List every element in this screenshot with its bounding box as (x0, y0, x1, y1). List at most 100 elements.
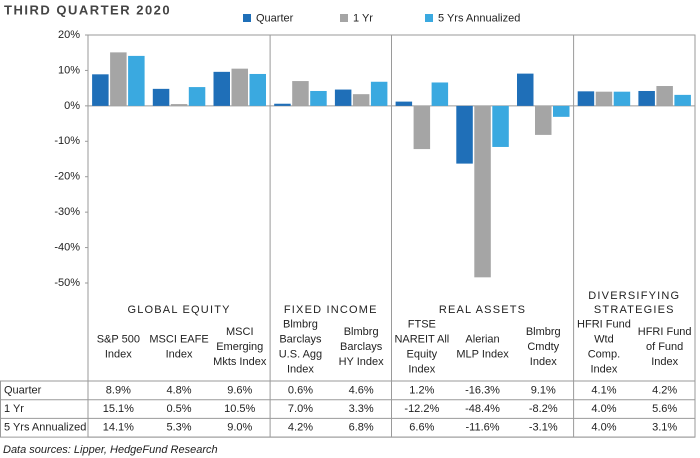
bar (274, 103, 291, 106)
x-tick-label: Blmbrg (344, 326, 379, 338)
bar (249, 73, 266, 106)
bar (517, 73, 534, 106)
x-tick-label: Index (530, 356, 557, 368)
bar (595, 91, 613, 106)
table-cell: 4.2% (288, 422, 313, 434)
bar (535, 105, 552, 135)
x-tick-label: Emerging (216, 341, 263, 353)
group-label: STRATEGIES (594, 304, 675, 316)
bar (395, 101, 413, 106)
bar (577, 91, 595, 106)
x-tick-label: Equity (407, 348, 438, 360)
bar (431, 82, 449, 106)
table-cell: 14.1% (103, 422, 134, 434)
x-tick-label: HFRI Fund (577, 318, 631, 330)
table-cell: 4.1% (591, 384, 616, 396)
x-tick-label: Blmbrg (283, 318, 318, 330)
legend-swatch (340, 14, 348, 22)
x-tick-label: S&P 500 (97, 333, 140, 345)
y-tick-label: -50% (54, 277, 80, 289)
x-tick-label: Index (166, 348, 193, 360)
x-tick-label: Index (105, 348, 132, 360)
bar (334, 89, 352, 106)
legend-label: 1 Yr (353, 12, 373, 24)
table-cell: 4.2% (652, 384, 677, 396)
group-label: DIVERSIFYING (588, 290, 680, 302)
bar (413, 105, 431, 150)
bar (110, 52, 127, 106)
x-tick-label: Mkts Index (213, 356, 267, 368)
table-row-label: 5 Yrs Annualized (4, 422, 86, 434)
table-cell: -3.1% (529, 422, 558, 434)
y-tick-label: -40% (54, 241, 80, 253)
legend-label: Quarter (256, 12, 294, 24)
group-label: GLOBAL EQUITY (127, 304, 230, 316)
x-tick-label: Barclays (279, 333, 322, 345)
table-cell: 9.6% (227, 384, 252, 396)
x-tick-label: Barclays (340, 341, 383, 353)
x-tick-label: Alerian (465, 333, 499, 345)
legend-label: 5 Yrs Annualized (438, 12, 520, 24)
bar (638, 90, 655, 106)
bar (310, 90, 327, 106)
x-tick-label: HFRI Fund (638, 326, 692, 338)
table-cell: -11.6% (466, 422, 500, 434)
source-note: Data sources: Lipper, HedgeFund Research (3, 444, 218, 456)
group-label: FIXED INCOME (284, 304, 378, 316)
table-cell: 0.6% (288, 384, 313, 396)
table-cell: 7.0% (288, 403, 313, 415)
group-label: REAL ASSETS (439, 304, 526, 316)
x-tick-label: Blmbrg (526, 326, 561, 338)
x-tick-label: FTSE (408, 318, 436, 330)
table-cell: 6.8% (349, 422, 374, 434)
bar (352, 94, 370, 106)
bar (492, 105, 509, 147)
x-tick-label: HY Index (339, 356, 385, 368)
legend-swatch (243, 14, 251, 22)
x-tick-label: of Fund (646, 341, 683, 353)
y-tick-label: 20% (58, 29, 80, 41)
bar (188, 87, 206, 106)
table-cell: 0.5% (167, 403, 192, 415)
table-cell: 1.2% (409, 384, 434, 396)
x-tick-label: Wtd (594, 333, 614, 345)
table-cell: 4.0% (591, 422, 616, 434)
x-tick-label: NAREIT All (394, 333, 449, 345)
y-tick-label: 10% (58, 64, 80, 76)
table-row-label: Quarter (4, 384, 42, 396)
x-tick-label: MSCI (226, 326, 254, 338)
table-cell: -48.4% (465, 403, 500, 415)
table-cell: 9.0% (227, 422, 252, 434)
table-cell: 3.3% (349, 403, 374, 415)
table-cell: 4.0% (591, 403, 616, 415)
table-cell: 4.6% (349, 384, 374, 396)
bar (128, 55, 145, 106)
bar (553, 105, 570, 117)
bar (92, 74, 109, 106)
x-tick-label: Index (408, 363, 435, 375)
table-cell: 9.1% (531, 384, 556, 396)
x-tick-label: Index (590, 363, 617, 375)
x-tick-label: Index (287, 363, 314, 375)
x-tick-label: Index (651, 356, 678, 368)
table-cell: -12.2% (404, 403, 439, 415)
x-tick-label: MLP Index (456, 348, 509, 360)
table-cell: 10.5% (224, 403, 255, 415)
bar (474, 105, 491, 278)
chart-title: THIRD QUARTER 2020 (4, 2, 171, 17)
bar (292, 81, 309, 106)
bar (370, 81, 388, 106)
table-row-label: 1 Yr (4, 403, 24, 415)
table-cell: -16.3% (465, 384, 500, 396)
x-tick-label: Cmdty (527, 341, 559, 353)
x-tick-label: U.S. Agg (279, 348, 322, 360)
y-tick-label: 0% (64, 100, 80, 112)
table-cell: 15.1% (103, 403, 134, 415)
table-cell: 5.6% (652, 403, 677, 415)
table-cell: 5.3% (167, 422, 192, 434)
bar (231, 68, 248, 106)
bar (674, 94, 691, 106)
y-tick-label: -20% (54, 171, 80, 183)
y-tick-label: -30% (54, 206, 80, 218)
table-cell: 6.6% (409, 422, 434, 434)
